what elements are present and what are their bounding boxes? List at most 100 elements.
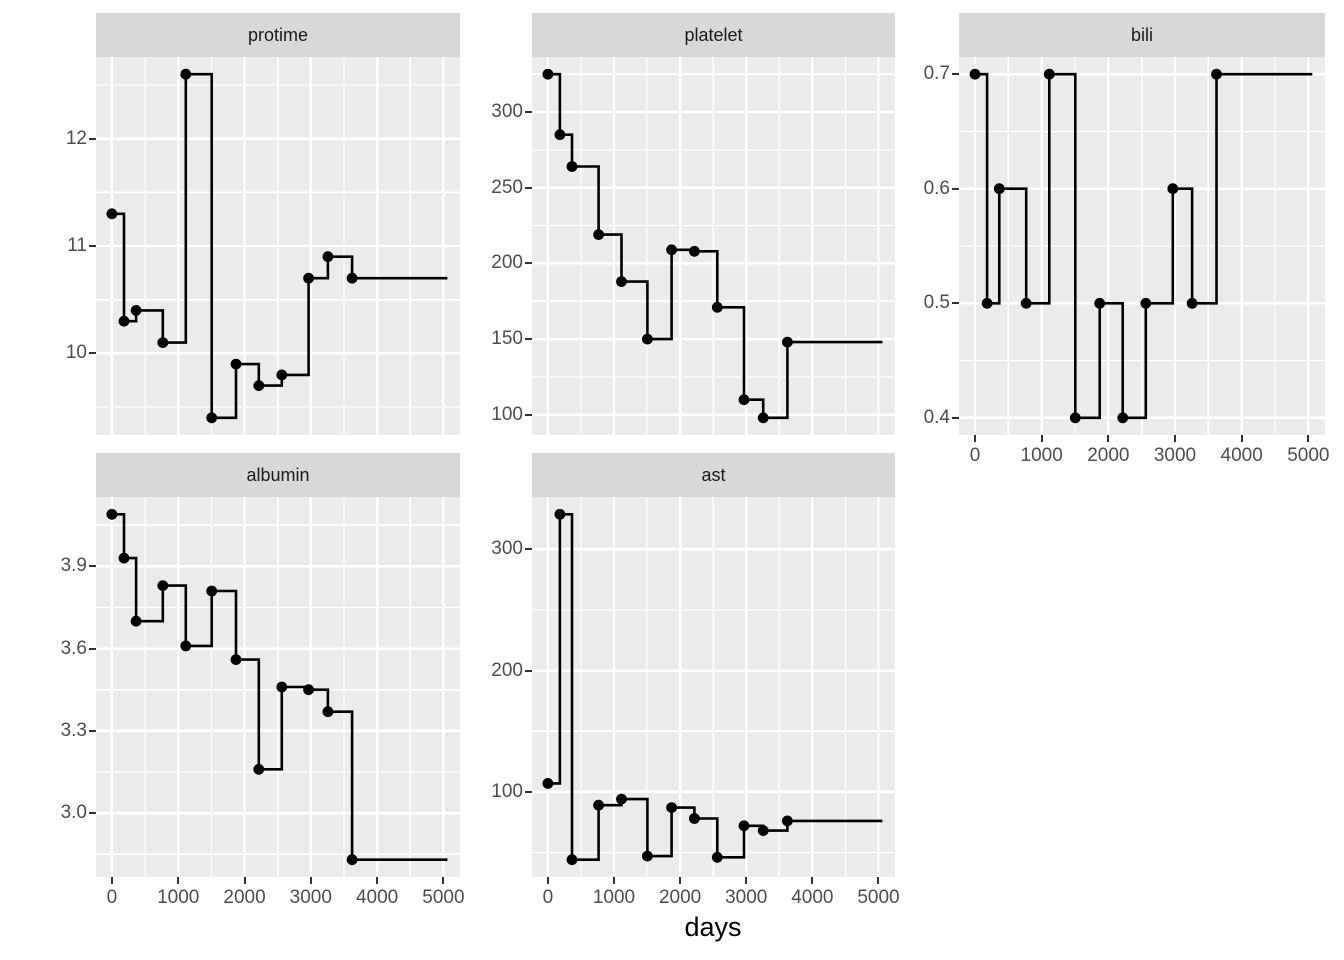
data-point-ast (566, 854, 578, 866)
data-point-albumin (346, 854, 358, 866)
y-axis-tick-label: 0.6 (923, 177, 950, 199)
data-point-albumin (253, 763, 265, 775)
y-axis-tick-label: 200 (491, 659, 523, 681)
data-point-platelet (738, 394, 750, 406)
data-point-protime (346, 272, 358, 284)
y-axis-tick-label: 300 (491, 538, 523, 560)
data-point-albumin (206, 585, 218, 597)
facet-strip-protime: protime (96, 13, 460, 57)
data-point-platelet (689, 245, 700, 257)
data-point-protime (253, 380, 265, 391)
x-axis-tick-label: 3000 (1153, 445, 1197, 466)
data-point-bili (981, 297, 993, 309)
y-axis-tick-label: 0.5 (923, 292, 950, 314)
data-point-bili (1211, 68, 1222, 80)
step-line-bili (975, 72, 1313, 420)
x-axis-tick (745, 877, 748, 884)
y-axis-tick-label: 3.0 (60, 802, 87, 824)
facet-strip-ast: ast (532, 453, 895, 497)
data-point-ast (593, 799, 604, 811)
data-point-albumin (276, 681, 288, 693)
y-axis-tick-label: 300 (491, 101, 523, 123)
y-axis-tick (525, 413, 532, 416)
y-axis-tick (525, 669, 532, 672)
y-axis-tick (525, 338, 532, 341)
x-axis-tick-label: 3000 (289, 887, 332, 908)
y-axis-tick-label: 11 (67, 235, 87, 256)
y-axis-tick (89, 647, 96, 650)
y-axis-tick (89, 137, 96, 140)
data-point-bili (1094, 297, 1106, 309)
facet-panel-bili (959, 57, 1325, 435)
data-point-protime (180, 68, 192, 80)
data-point-protime (276, 369, 288, 381)
facet-strip-label: platelet (684, 24, 743, 45)
x-axis-title: days (684, 912, 742, 942)
x-axis-tick-label: 1000 (157, 887, 200, 908)
x-axis-tick (1174, 435, 1176, 442)
x-axis-tick (1107, 435, 1110, 442)
data-point-albumin (322, 706, 334, 718)
x-axis-tick-label: 2000 (658, 887, 702, 908)
data-point-platelet (711, 301, 723, 313)
data-point-ast (738, 820, 750, 832)
data-point-ast (711, 851, 723, 863)
y-axis-tick-label: 0.7 (923, 63, 950, 85)
x-axis-tick (177, 877, 180, 884)
data-point-ast (782, 815, 793, 827)
data-point-ast (554, 508, 566, 520)
data-point-albumin (303, 684, 314, 696)
data-point-platelet (666, 244, 677, 256)
y-axis-tick (89, 352, 96, 355)
facet-strip-albumin: albumin (96, 453, 460, 497)
y-axis-tick-label: 200 (491, 252, 523, 274)
facet-panel-platelet (532, 57, 895, 435)
y-axis-tick (952, 187, 959, 190)
data-point-ast (642, 850, 653, 862)
data-point-platelet (542, 68, 554, 80)
y-axis-tick-label: 3.9 (60, 555, 87, 577)
x-axis-tick-label: 4000 (355, 887, 399, 908)
y-axis-tick (89, 565, 96, 568)
y-axis-tick-label: 12 (65, 127, 87, 149)
y-axis-tick-label: 100 (491, 780, 523, 802)
facet-strip-label: protime (247, 24, 309, 45)
data-point-platelet (566, 161, 578, 172)
y-axis-tick-label: 3.3 (60, 719, 87, 741)
y-axis-tick-label: 250 (491, 176, 523, 198)
y-axis-tick (525, 790, 532, 793)
data-point-platelet (642, 333, 653, 345)
data-point-protime (130, 305, 142, 316)
y-axis-tick (525, 186, 532, 189)
data-point-protime (303, 272, 314, 284)
data-point-albumin (157, 580, 169, 591)
y-axis-tick (89, 729, 96, 732)
y-axis-tick (952, 73, 959, 76)
data-point-albumin (106, 508, 118, 520)
data-point-protime (157, 337, 169, 348)
y-axis-tick (525, 262, 532, 265)
data-point-protime (118, 315, 130, 327)
x-axis-tick-label: 4000 (1220, 445, 1263, 466)
facet-panel-protime (96, 57, 460, 435)
x-axis-tick (974, 435, 976, 442)
data-point-bili (1167, 183, 1179, 195)
x-axis-tick-label: 5000 (857, 887, 900, 908)
data-point-bili (1020, 297, 1032, 309)
y-axis-tick-label: 100 (491, 403, 523, 425)
x-axis-tick (679, 877, 682, 884)
x-axis-tick-label: 2000 (223, 887, 266, 908)
x-axis-tick (877, 877, 880, 884)
data-point-platelet (593, 229, 604, 241)
y-axis-tick (952, 416, 959, 419)
x-axis-tick-label: 1000 (1020, 445, 1063, 466)
y-axis-tick-label: 10 (65, 342, 87, 364)
y-axis-tick-label: 150 (491, 328, 523, 350)
x-axis-tick (612, 877, 615, 884)
x-axis-tick-label: 0 (969, 445, 981, 466)
data-point-platelet (782, 336, 793, 348)
y-axis-tick-label: 3.6 (60, 637, 87, 659)
x-axis-tick-label: 2000 (1087, 445, 1130, 466)
x-axis-tick (546, 877, 549, 884)
